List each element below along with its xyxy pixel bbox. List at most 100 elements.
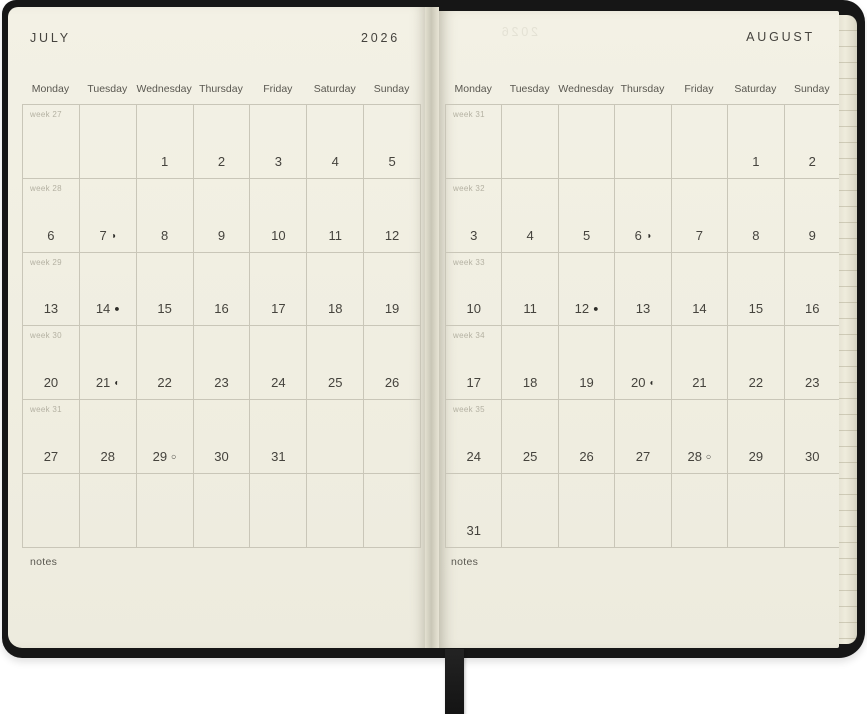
date-line: 25: [307, 375, 363, 390]
date-number: 16: [805, 301, 820, 317]
date-line: 30: [785, 449, 840, 464]
date-line: 21: [672, 375, 727, 390]
day-cell: 19: [364, 252, 421, 327]
date-number: 11: [523, 301, 537, 317]
day-cell: 15: [136, 252, 194, 327]
day-cell: [615, 473, 672, 548]
date-number: 24: [271, 375, 286, 391]
date-line: 18: [502, 375, 557, 390]
date-number: 23: [805, 375, 820, 391]
date-number: 8: [161, 227, 169, 243]
date-number: 5: [388, 153, 396, 169]
day-cell: week 27: [23, 105, 80, 179]
date-number: 26: [384, 375, 400, 391]
day-cell: 26: [558, 400, 616, 474]
date-line: 13: [23, 301, 79, 316]
date-number: 17: [271, 301, 286, 317]
day-header-saturday: Saturday: [313, 83, 356, 95]
day-cell: [502, 105, 559, 179]
day-cell: 4: [502, 178, 559, 253]
notes-label: notes: [30, 556, 58, 568]
day-cell: [250, 473, 308, 548]
date-line: 26: [364, 375, 420, 390]
week-number-label: week 29: [30, 257, 62, 267]
day-cell: [728, 473, 785, 548]
day-cell: 23: [193, 326, 251, 401]
date-line: 16: [785, 301, 840, 316]
date-number: 28: [100, 448, 115, 464]
date-line: 10: [446, 301, 501, 316]
new-moon-icon: ●: [114, 303, 120, 314]
left-page-july: JULY 2026 Monday Tuesday Wednesday Thursday…: [8, 7, 425, 648]
date-line: 24: [250, 375, 306, 390]
weekday-header-row: Monday Tuesday Wednesday Thursday Friday Satu…: [445, 71, 840, 95]
day-header-monday: Monday: [454, 83, 492, 95]
week-number-label: week 33: [453, 257, 485, 267]
date-number: 22: [157, 375, 172, 391]
day-cell: [364, 473, 421, 548]
date-line: 7 ◑: [80, 228, 136, 243]
date-line: 21 ◐: [80, 375, 136, 390]
date-line: 17: [250, 301, 306, 316]
date-number: 10: [271, 227, 286, 243]
day-cell: 25: [307, 326, 365, 401]
date-line: 23: [194, 375, 250, 390]
date-number: 13: [43, 301, 59, 317]
week-number-label: week 31: [30, 405, 62, 415]
date-number: 10: [466, 301, 481, 317]
new-moon-icon: ●: [593, 303, 599, 314]
date-number: 14: [692, 301, 707, 317]
date-line: 2: [194, 154, 250, 169]
day-header-thursday: Thursday: [199, 83, 243, 95]
date-line: 14: [672, 301, 727, 316]
day-cell: week 30 20: [23, 326, 80, 401]
date-number: 29: [152, 448, 168, 464]
date-line: 20 ◐: [615, 375, 670, 390]
date-line: 29: [728, 449, 783, 464]
day-cell: week 31: [446, 105, 503, 179]
day-cell: 29 ○: [136, 400, 194, 474]
date-number: 25: [522, 448, 538, 464]
week-number-label: week 35: [453, 405, 485, 415]
date-line: 4: [502, 228, 557, 243]
day-cell: 16: [784, 252, 841, 327]
day-cell: 1: [136, 105, 194, 179]
date-number: 30: [214, 448, 229, 464]
day-cell: 22: [728, 326, 785, 401]
date-number: 16: [214, 301, 229, 317]
week-number-label: week 28: [30, 183, 62, 193]
date-number: 2: [808, 153, 816, 169]
date-line: 25: [502, 449, 557, 464]
date-number: 9: [808, 227, 816, 243]
day-cell: 1: [728, 105, 785, 179]
date-number: 22: [748, 375, 764, 391]
date-number: 8: [752, 227, 760, 243]
date-number: 28: [687, 448, 702, 464]
day-cell: [364, 400, 421, 474]
day-cell: 30: [193, 400, 251, 474]
day-cell: week 31 27: [23, 400, 80, 474]
day-cell: 3: [250, 105, 308, 179]
date-number: 19: [579, 375, 594, 391]
day-cell: 28 ○: [671, 400, 729, 474]
weekday-header-row: Monday Tuesday Wednesday Thursday Friday Satu…: [22, 71, 420, 95]
month-title-august: AUGUST: [746, 30, 815, 44]
week-number-label: week 27: [30, 110, 62, 119]
date-number: 1: [752, 153, 760, 169]
day-cell: [79, 105, 137, 179]
day-cell: 31: [250, 400, 308, 474]
date-line: 14 ●: [80, 301, 136, 316]
day-cell: week 34 17: [446, 326, 503, 401]
date-line: 3: [250, 154, 306, 169]
date-number: 3: [470, 227, 478, 243]
date-number: 27: [635, 448, 651, 464]
date-number: 12: [384, 227, 400, 243]
day-cell: 7: [671, 178, 729, 253]
date-number: 19: [384, 301, 400, 317]
day-cell: 18: [502, 326, 559, 401]
day-cell: [502, 473, 559, 548]
week-number-label: week 31: [453, 110, 485, 119]
calendar-grid-july: week 27 1 2 3 4 5 week 28 6 7 ◑ 8 9 10 11 12 week 29 13 1…: [22, 104, 421, 548]
day-header-monday: Monday: [31, 83, 70, 95]
day-header-wednesday: Wednesday: [136, 83, 192, 95]
